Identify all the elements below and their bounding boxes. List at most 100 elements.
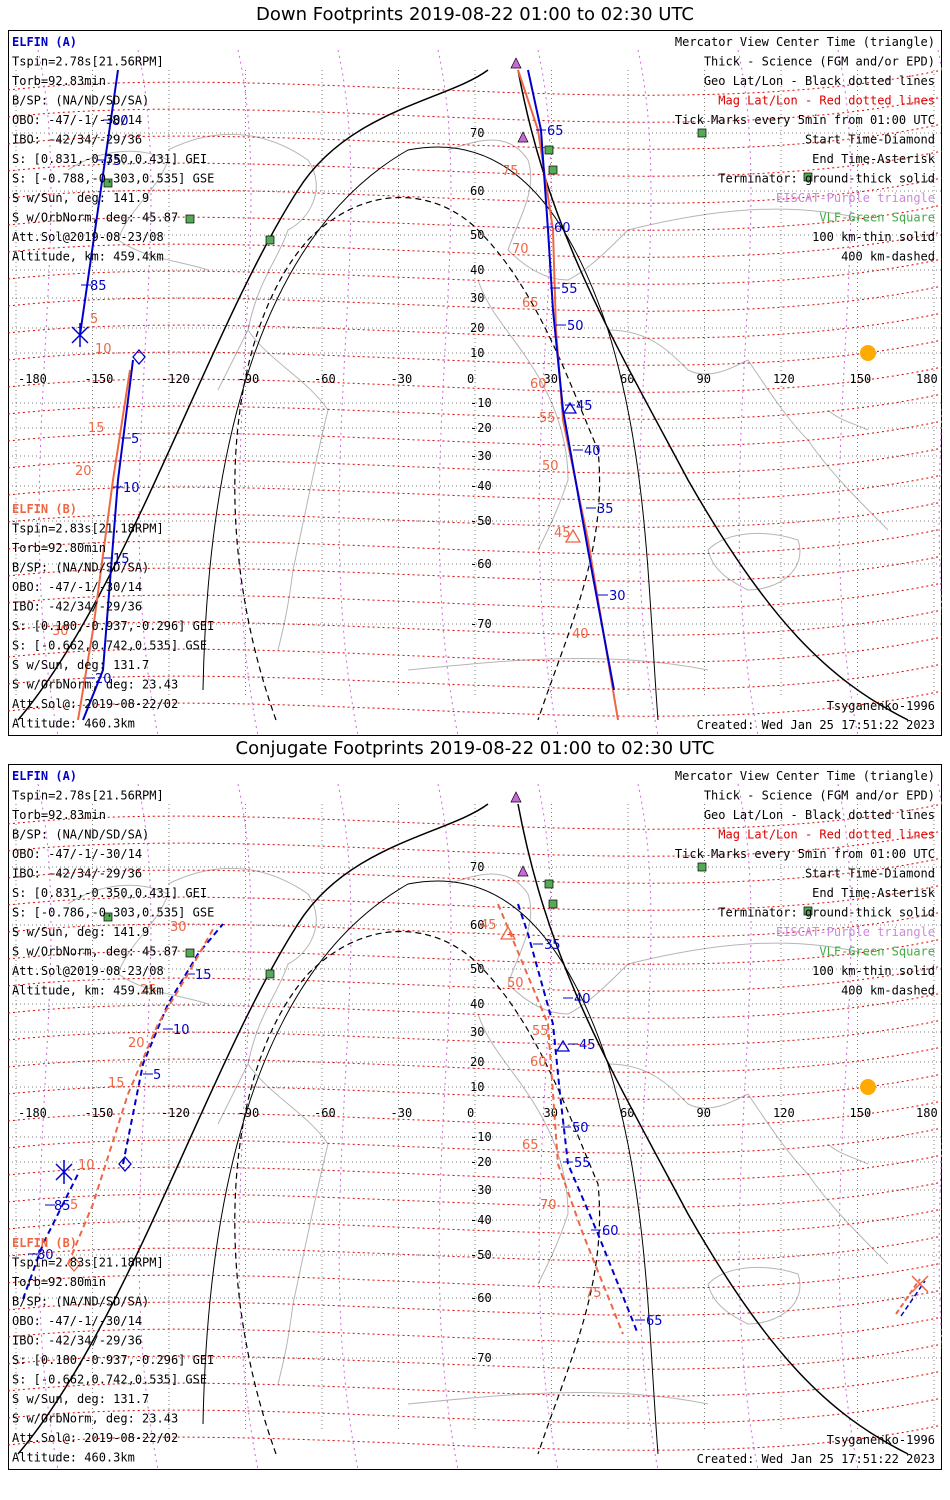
terminator-ground-left: [17, 803, 489, 1455]
legend-line: 400 km-dashed: [841, 250, 935, 264]
elfin-b-info-line: OBO: -47/-1/-30/14: [12, 1314, 142, 1328]
track-tick-label: 15: [108, 1076, 125, 1091]
elfin-a-end-asterisk: [71, 323, 89, 347]
track-tick-label: 30: [170, 920, 187, 935]
elfin-a-name: ELFIN (A): [12, 769, 77, 783]
track-tick-label: 65: [646, 1314, 663, 1329]
lon-tick-label: -60: [314, 372, 336, 386]
elfin-a-track-east: [517, 903, 639, 1335]
lon-tick-label: 150: [850, 1106, 872, 1120]
track-tick-label: 55: [574, 1156, 591, 1171]
track-tick-label: 30: [52, 624, 69, 639]
lon-tick-label: 60: [620, 372, 634, 386]
elfin-b-name: ELFIN (B): [12, 1236, 77, 1250]
lon-tick-label: -180: [18, 1106, 47, 1120]
elfin-a-info-line: OBO: -47/-1/-30/14: [12, 113, 142, 127]
lat-tick-label: 10: [470, 346, 484, 360]
vlf-station-marker: [803, 172, 813, 182]
lon-tick-label: -150: [85, 372, 114, 386]
elfin-a-info-line: IBO: -42/34/-29/36: [12, 133, 142, 147]
legend-line: EISCAT-Purple triangle: [776, 925, 935, 939]
sun-icon: [860, 1079, 876, 1095]
track-tick-label: 55: [539, 411, 556, 426]
elfin-b-info-line: B/SP: (NA/ND/SD/SA): [12, 561, 149, 575]
elfin-a-track-far-east: [900, 1280, 926, 1317]
track-tick-label: 45: [576, 399, 593, 414]
altitude-400km-curve: [234, 197, 601, 721]
coastline: [707, 1266, 801, 1325]
vlf-station-marker: [103, 912, 113, 922]
track-tick-label: 65: [522, 1138, 539, 1153]
track-tick-label: 15: [195, 968, 212, 983]
legend-line: 400 km-dashed: [841, 984, 935, 998]
lat-tick-label: 70: [470, 860, 484, 874]
elfin-a-info-line: Altitude, km: 459.4km: [12, 250, 164, 264]
lat-tick-label: -30: [470, 1183, 492, 1197]
elfin-b-track-west: [67, 928, 214, 1265]
lat-tick-label: 70: [470, 126, 484, 140]
lon-tick-label: -90: [238, 372, 260, 386]
altitude-100km-curve: [202, 880, 659, 1455]
track-tick-label: 55: [532, 1024, 549, 1039]
track-tick-label: 60: [530, 377, 547, 392]
elfin-a-end-asterisk: [55, 1160, 73, 1184]
elfin-a-info-line: Tspin=2.78s[21.56RPM]: [12, 789, 164, 803]
legend-line: Geo Lat/Lon - Black dotted lines: [704, 74, 935, 88]
vlf-station-marker: [544, 879, 554, 889]
track-tick-label: 75: [585, 1286, 602, 1301]
elfin-b-info-line: S w/Sun, deg: 131.7: [12, 658, 149, 672]
vlf-station-marker: [265, 969, 275, 979]
legend-line: Thick - Science (FGM and/or EPD): [704, 55, 935, 69]
lat-tick-label: 40: [470, 263, 484, 277]
elfin-a-info-line: Altitude, km: 459.4km: [12, 984, 164, 998]
legend-line: VLF-Green Square: [819, 945, 935, 959]
track-tick-label: 80: [112, 114, 129, 129]
lat-tick-label: 50: [470, 962, 484, 976]
elfin-a-info-line: S: [-0.786,-0.303,0.535] GSE: [12, 906, 214, 920]
elfin-b-info-line: S w/Sun, deg: 131.7: [12, 1392, 149, 1406]
track-tick-label: 25: [140, 983, 157, 998]
track-tick-label: 10: [173, 1023, 190, 1038]
track-tick-label: 45: [579, 1038, 596, 1053]
track-tick-label: 70: [540, 1198, 557, 1213]
legend-line: VLF-Green Square: [819, 211, 935, 225]
track-tick-label: 10: [123, 481, 140, 496]
track-tick-label: 60: [602, 1224, 619, 1239]
elfin-a-start-diamond: [132, 349, 146, 365]
lat-tick-label: -10: [470, 396, 492, 410]
track-tick-label: 85: [90, 279, 107, 294]
coastline: [477, 279, 569, 551]
elfin-b-info-line: B/SP: (NA/ND/SD/SA): [12, 1295, 149, 1309]
panel-title-conjugate: Conjugate Footprints 2019-08-22 01:00 to…: [235, 738, 715, 759]
track-tick-label: 50: [542, 459, 559, 474]
elfin-a-info-line: S w/OrbNorm, deg: 45.87: [12, 211, 178, 225]
elfin-a-track-west: [22, 1173, 79, 1300]
vlf-station-marker: [185, 948, 195, 958]
elfin-b-name: ELFIN (B): [12, 502, 77, 516]
lat-tick-label: 30: [470, 1025, 484, 1039]
vlf-station-marker: [697, 128, 707, 138]
lat-tick-label: -10: [470, 1130, 492, 1144]
coastline: [67, 884, 209, 1005]
track-tick-label: 20: [128, 1036, 145, 1051]
elfin-b-track-far-east: [895, 1278, 921, 1315]
lat-tick-label: -50: [470, 1248, 492, 1262]
lon-tick-label: -120: [161, 1106, 190, 1120]
eiscat-marker: [517, 131, 529, 143]
lon-tick-label: 90: [697, 1106, 711, 1120]
elfin-a-center-triangle: [562, 401, 578, 414]
track-tick-label: 65: [547, 124, 564, 139]
panel-title-down: Down Footprints 2019-08-22 01:00 to 02:3…: [256, 4, 694, 25]
legend-line: Start Time-Diamond: [805, 867, 935, 881]
coastline: [217, 329, 249, 391]
lon-tick-label: -30: [391, 1106, 413, 1120]
elfin-b-info-line: Att.Sol@: 2019-08-22/02: [12, 1431, 178, 1445]
coastline: [407, 1391, 709, 1405]
track-tick-label: 5: [70, 1198, 78, 1213]
elfin-a-start-diamond: [118, 1156, 132, 1172]
elfin-b-info-line: S: [0.180,-0.937,-0.296] GEI: [12, 1353, 214, 1367]
track-tick-label: 35: [544, 938, 561, 953]
lon-tick-label: -60: [314, 1106, 336, 1120]
elfin-a-info-line: Att.Sol@2019-08-23/08: [12, 964, 164, 978]
elfin-b-info-line: S w/OrbNorm, deg: 23.43: [12, 1412, 178, 1426]
